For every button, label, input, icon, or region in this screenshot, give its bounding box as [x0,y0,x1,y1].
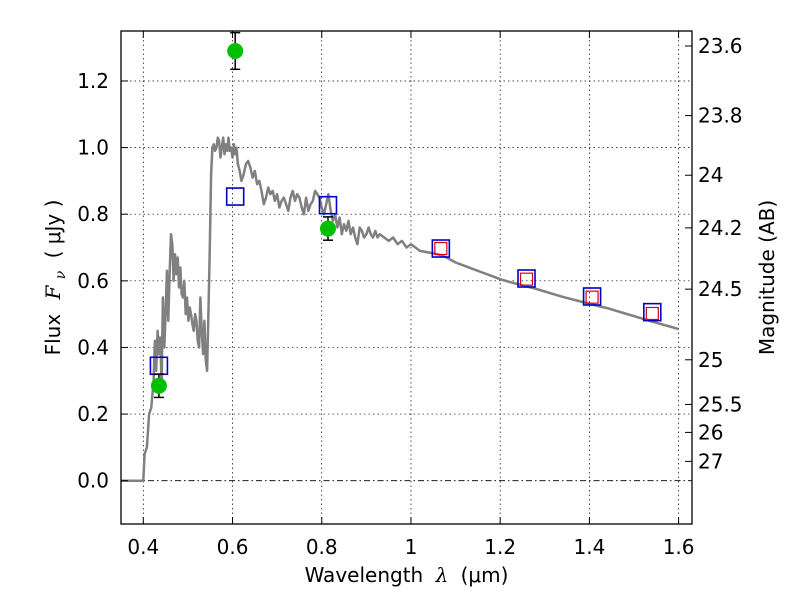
y2-tick-label-5: 25 [698,348,723,372]
y-axis-title-symbol: F [41,284,65,300]
y-axis-title-prefix: Flux [41,314,65,356]
green-data-point-0 [150,377,167,394]
photometry-points-layer [149,31,662,399]
x-tick-label-0: 0.4 [127,535,159,559]
y-tick-label-3: 0.6 [77,269,109,293]
y2-tick-label-2: 24 [698,163,723,187]
y-tick-label-4: 0.8 [77,202,109,226]
y2-tick-label-8: 27 [698,449,723,473]
x-axis-title-symbol: λ [435,563,449,587]
blue-square-marker-1 [225,187,245,206]
x-tick-label-4: 1.2 [484,535,516,559]
x-axis-title-unit: (μm) [461,563,509,587]
model-sed-curve [121,136,679,482]
grid-lines [121,31,692,524]
y2-tick-label-0: 23.6 [698,34,743,58]
red-square-marker-1 [519,272,534,286]
y2-tick-label-1: 23.8 [698,104,743,128]
y-tick-label-1: 0.2 [77,402,109,426]
red-square-marker-2 [585,290,599,304]
x-tick-label-2: 0.8 [306,535,338,559]
x-tick-label-3: 1 [405,535,418,559]
x-tick-label-5: 1.4 [573,535,605,559]
axis-ticks: 0.4 0.6 0.8 1 1.2 1.4 1.6 0.0 0.2 0.4 0.6 0.8 1.0 1.2… [77,31,743,559]
y-axis-title: Flux F ν ( μJy ) [41,200,70,356]
y2-tick-label-4: 24.5 [698,277,743,301]
model-sed-layer [121,136,679,482]
y2-axis-title: Magnitude (AB) [755,200,779,355]
x-tick-label-6: 1.6 [663,535,695,559]
blue-square-marker-4 [517,269,536,288]
green-data-point-2 [319,220,336,237]
blue-square-marker-2 [318,195,338,215]
green-data-point-1 [227,42,244,59]
y-tick-label-2: 0.4 [77,335,109,359]
y-tick-label-5: 1.0 [77,136,109,160]
y-tick-label-6: 1.2 [77,69,109,93]
blue-square-marker-3 [431,239,451,258]
x-axis-title: Wavelength λ (μm) [305,563,509,587]
blue-square-marker-5 [582,287,602,306]
x-tick-label-1: 0.6 [217,535,249,559]
y-axis-title-subscript: ν [53,270,69,279]
y-axis-title-unit: ( μJy ) [41,200,65,259]
blue-square-marker-6 [642,302,662,322]
red-square-marker-0 [434,241,448,256]
y2-tick-label-6: 25.5 [698,392,743,416]
plot-frame [120,30,693,525]
y-tick-label-0: 0.0 [77,469,109,493]
y2-tick-label-3: 24.2 [698,216,743,240]
x-axis-title-prefix: Wavelength [305,563,424,587]
red-square-marker-3 [645,306,659,321]
y2-tick-label-7: 26 [698,420,723,444]
